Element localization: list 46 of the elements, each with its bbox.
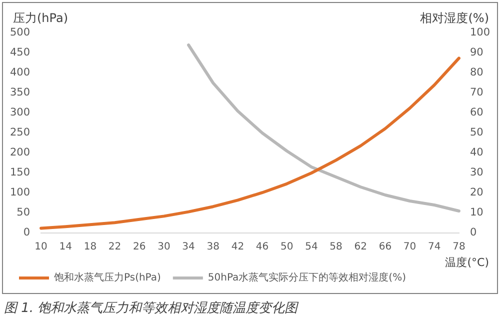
- x-tick-label: 14: [59, 242, 72, 253]
- x-tick-label: 62: [354, 242, 367, 253]
- y2-tick-label: 0: [470, 226, 477, 239]
- y2-tick-label: 60: [470, 106, 484, 119]
- x-tick-label: 22: [108, 242, 122, 253]
- legend-label: 饱和水蒸气压力Ps(hPa): [53, 272, 162, 284]
- y2-tick-label: 70: [470, 86, 484, 99]
- x-tick-label: 74: [428, 242, 441, 253]
- y-tick-label: 100: [10, 186, 30, 199]
- x-tick-label: 10: [34, 242, 48, 253]
- x-tick-label: 46: [256, 242, 269, 253]
- x-tick-label: 70: [403, 242, 416, 253]
- x-tick-label: 42: [231, 242, 244, 253]
- y-tick-label: 50: [16, 206, 30, 219]
- y-tick-label: 450: [10, 46, 30, 59]
- x-tick-label: 50: [280, 242, 294, 253]
- x-tick-label: 18: [84, 242, 97, 253]
- y2-tick-label: 30: [470, 166, 484, 179]
- y-tick-label: 200: [10, 146, 30, 159]
- y-axis-title: 压力(hPa): [13, 11, 68, 26]
- y-tick-label: 300: [10, 106, 30, 119]
- x-tick-label: 30: [158, 242, 170, 253]
- y2-tick-label: 20: [470, 186, 484, 199]
- y2-tick-label: 40: [470, 146, 484, 159]
- y-tick-label: 500: [10, 26, 30, 39]
- y2-axis-title: 相对湿度(%): [420, 11, 489, 26]
- y-tick-label: 350: [10, 86, 30, 99]
- y2-tick-label: 90: [470, 46, 484, 59]
- x-tick-label: 54: [305, 242, 318, 253]
- caption: 图 1. 饱和水蒸气压力和等效相对湿度随温度变化图: [4, 300, 298, 317]
- y2-tick-label: 10: [470, 206, 484, 219]
- x-tick-label: 26: [133, 242, 146, 253]
- y-tick-label: 0: [23, 226, 30, 239]
- x-tick-label: 58: [330, 242, 342, 253]
- x-tick-label: 38: [206, 242, 220, 253]
- y-tick-label: 150: [10, 166, 30, 179]
- x-tick-label: 34: [182, 242, 195, 253]
- y2-tick-label: 80: [470, 66, 484, 79]
- y-tick-label: 400: [10, 66, 30, 79]
- y2-tick-label: 100: [470, 26, 490, 39]
- y-tick-label: 250: [10, 126, 30, 139]
- legend-label: 50hPa水蒸气实际分压下的等效相对湿度(%): [208, 272, 406, 284]
- y2-tick-label: 50: [470, 126, 484, 139]
- x-tick-label: 78: [452, 242, 466, 253]
- x-axis-title: 温度(°C): [445, 256, 489, 269]
- x-tick-label: 66: [378, 242, 392, 253]
